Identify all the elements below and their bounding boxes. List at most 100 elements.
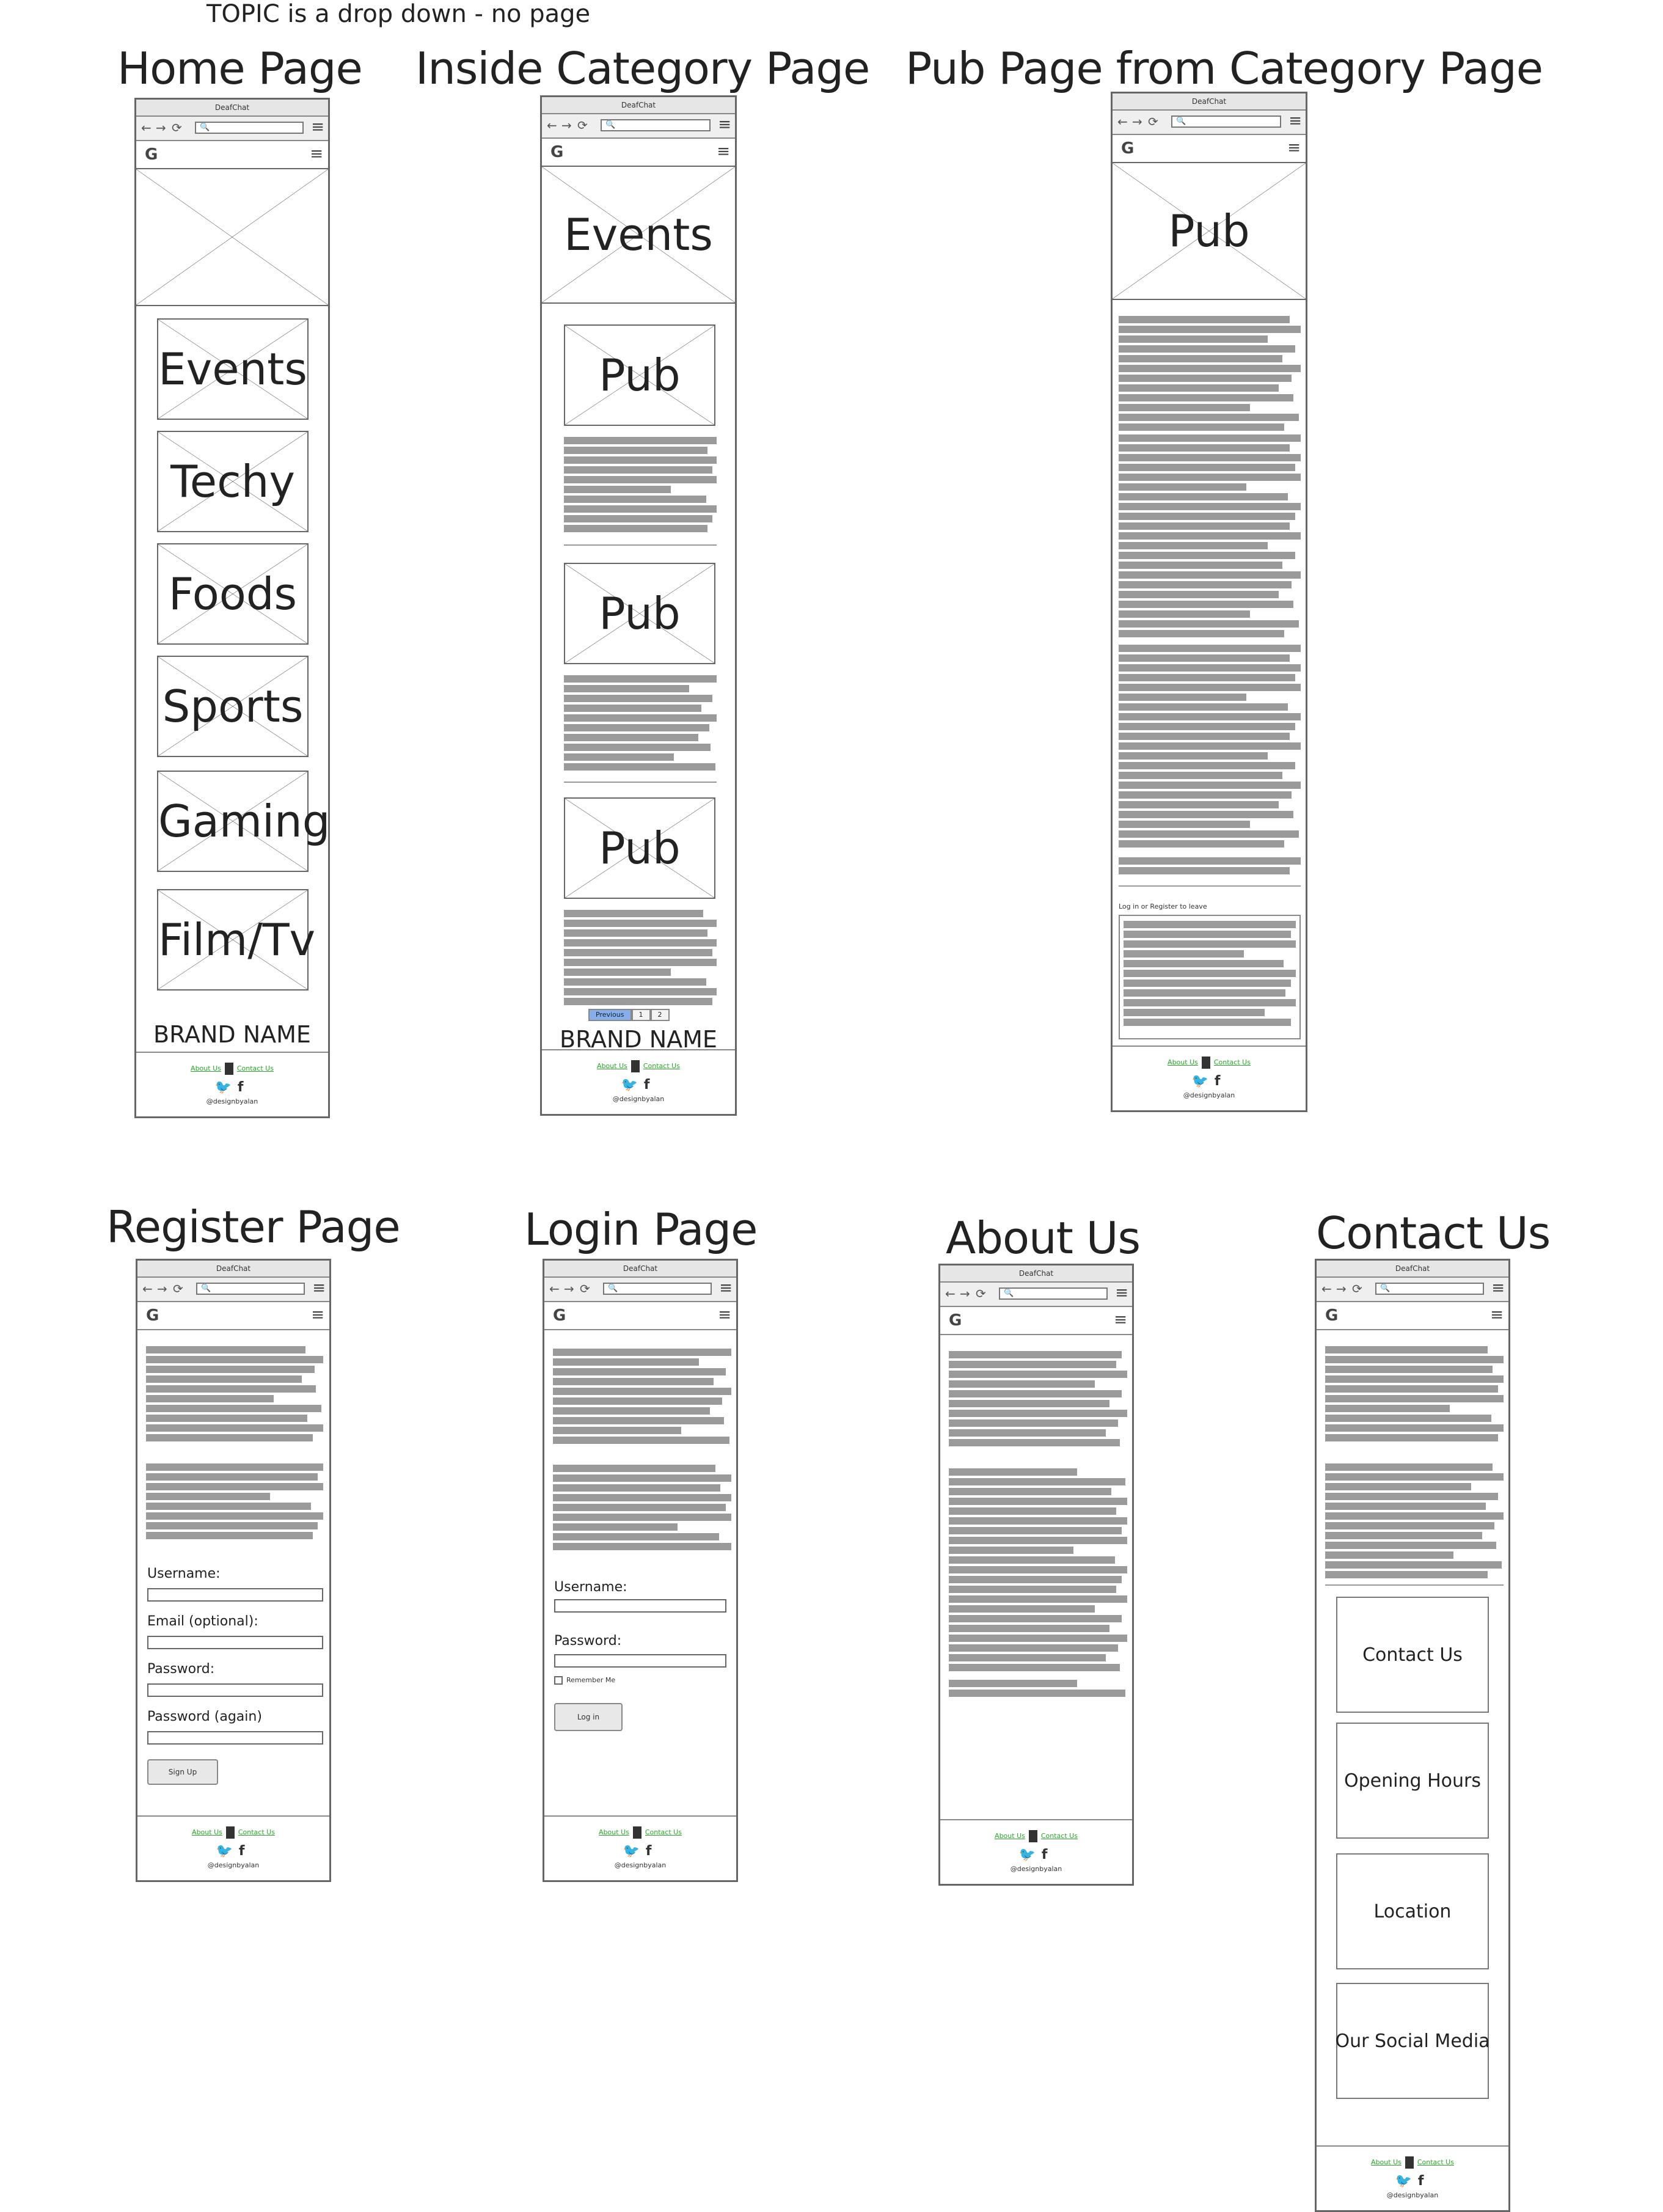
back-arrow-icon[interactable]: ← [547, 118, 557, 133]
username-input[interactable] [147, 1588, 323, 1602]
password-input[interactable] [147, 1683, 323, 1697]
reload-icon[interactable]: ⟳ [580, 1281, 590, 1296]
contact-us-link[interactable]: Contact Us [1040, 1832, 1078, 1840]
twitter-icon[interactable]: 🐦 [623, 1844, 646, 1859]
hamburger-menu-icon[interactable]: ≡ [717, 142, 730, 161]
back-arrow-icon[interactable]: ← [142, 1281, 153, 1296]
address-bar[interactable]: 🔍 [603, 1283, 712, 1295]
back-arrow-icon[interactable]: ← [549, 1281, 560, 1296]
comment-box[interactable] [1119, 915, 1301, 1039]
password-again-input[interactable] [147, 1731, 323, 1745]
browser-menu-icon[interactable]: ≡ [1491, 1279, 1505, 1297]
address-bar[interactable]: 🔍 [196, 1283, 305, 1295]
contact-us-box[interactable]: Contact Us [1336, 1597, 1489, 1713]
contact-us-link[interactable]: Contact Us [238, 1828, 275, 1836]
facebook-icon[interactable]: f [1417, 2174, 1430, 2189]
hamburger-menu-icon[interactable]: ≡ [1490, 1306, 1504, 1324]
browser-menu-icon[interactable]: ≡ [1288, 112, 1302, 130]
password-input[interactable] [554, 1654, 726, 1668]
text-line-placeholder [1124, 940, 1296, 948]
about-us-link[interactable]: About Us [1168, 1058, 1198, 1066]
text-line-placeholder [1119, 474, 1301, 481]
username-input[interactable] [554, 1599, 726, 1613]
browser-menu-icon[interactable]: ≡ [311, 118, 324, 136]
category-tile-sports[interactable]: Sports [157, 656, 309, 757]
about-us-link[interactable]: About Us [1371, 2158, 1402, 2166]
contact-us-link[interactable]: Contact Us [236, 1064, 274, 1072]
pub-card[interactable]: Pub [564, 324, 715, 426]
remember-me-checkbox[interactable] [554, 1676, 563, 1685]
hamburger-menu-icon[interactable]: ≡ [311, 1306, 324, 1324]
category-tile-filmtv[interactable]: Film/Tv [157, 889, 315, 991]
forward-arrow-icon[interactable]: → [1336, 1281, 1347, 1296]
contact-us-link[interactable]: Contact Us [1417, 2158, 1454, 2166]
facebook-icon[interactable]: f [238, 1844, 251, 1859]
browser-menu-icon[interactable]: ≡ [1115, 1284, 1128, 1302]
reload-icon[interactable]: ⟳ [976, 1286, 986, 1301]
pub-card[interactable]: Pub [564, 797, 715, 899]
hamburger-menu-icon[interactable]: ≡ [310, 145, 323, 163]
twitter-icon[interactable]: 🐦 [1018, 1847, 1042, 1862]
facebook-icon[interactable]: f [237, 1080, 250, 1095]
reload-icon[interactable]: ⟳ [172, 120, 182, 135]
pager-previous[interactable]: Previous [588, 1009, 632, 1021]
reload-icon[interactable]: ⟳ [173, 1281, 183, 1296]
browser-menu-icon[interactable]: ≡ [312, 1279, 326, 1297]
text-line-placeholder [1119, 703, 1288, 711]
sign-up-button[interactable]: Sign Up [147, 1759, 218, 1785]
pager-page-2[interactable]: 2 [650, 1009, 670, 1021]
category-tile-techy[interactable]: Techy [157, 431, 309, 532]
twitter-icon[interactable]: 🐦 [621, 1077, 644, 1093]
contact-us-link[interactable]: Contact Us [645, 1828, 682, 1836]
email-input[interactable] [147, 1636, 323, 1649]
forward-arrow-icon[interactable]: → [564, 1281, 574, 1296]
address-bar[interactable]: 🔍 [999, 1287, 1108, 1300]
about-us-link[interactable]: About Us [191, 1064, 221, 1072]
facebook-icon[interactable]: f [1041, 1847, 1054, 1862]
address-bar[interactable]: 🔍 [1375, 1283, 1484, 1295]
hamburger-menu-icon[interactable]: ≡ [1114, 1311, 1127, 1329]
browser-menu-icon[interactable]: ≡ [719, 1279, 733, 1297]
contact-us-link[interactable]: Contact Us [1213, 1058, 1251, 1066]
text-line-placeholder [1119, 552, 1296, 559]
forward-arrow-icon[interactable]: → [156, 120, 166, 135]
address-bar[interactable]: 🔍 [1171, 115, 1281, 128]
twitter-icon[interactable]: 🐦 [214, 1080, 238, 1095]
category-tile-events[interactable]: Events [157, 318, 309, 420]
about-us-link[interactable]: About Us [599, 1828, 629, 1836]
social-media-box[interactable]: Our Social Media [1335, 1983, 1490, 2099]
log-in-button[interactable]: Log in [554, 1703, 623, 1731]
back-arrow-icon[interactable]: ← [945, 1286, 956, 1301]
reload-icon[interactable]: ⟳ [1148, 114, 1158, 129]
forward-arrow-icon[interactable]: → [960, 1286, 970, 1301]
forward-arrow-icon[interactable]: → [1132, 114, 1142, 129]
pub-card[interactable]: Pub [564, 563, 715, 664]
facebook-icon[interactable]: f [645, 1844, 658, 1859]
category-tile-gaming[interactable]: Gaming [157, 771, 328, 872]
category-tile-foods[interactable]: Foods [157, 543, 309, 645]
about-us-link[interactable]: About Us [597, 1062, 627, 1070]
address-bar[interactable]: 🔍 [195, 122, 304, 134]
contact-us-link[interactable]: Contact Us [643, 1062, 680, 1070]
opening-hours-box[interactable]: Opening Hours [1336, 1723, 1489, 1839]
about-us-link[interactable]: About Us [192, 1828, 222, 1836]
reload-icon[interactable]: ⟳ [1352, 1281, 1362, 1296]
hamburger-menu-icon[interactable]: ≡ [1287, 139, 1301, 157]
back-arrow-icon[interactable]: ← [141, 120, 152, 135]
location-box[interactable]: Location [1336, 1853, 1489, 1969]
pager-page-1[interactable]: 1 [631, 1009, 651, 1021]
browser-menu-icon[interactable]: ≡ [718, 115, 731, 134]
twitter-icon[interactable]: 🐦 [1395, 2174, 1418, 2189]
hamburger-menu-icon[interactable]: ≡ [718, 1306, 731, 1324]
forward-arrow-icon[interactable]: → [561, 118, 572, 133]
reload-icon[interactable]: ⟳ [577, 118, 588, 133]
twitter-icon[interactable]: 🐦 [1191, 1074, 1215, 1089]
about-us-link[interactable]: About Us [995, 1832, 1025, 1840]
facebook-icon[interactable]: f [643, 1077, 656, 1093]
back-arrow-icon[interactable]: ← [1321, 1281, 1332, 1296]
forward-arrow-icon[interactable]: → [157, 1281, 167, 1296]
twitter-icon[interactable]: 🐦 [216, 1844, 239, 1859]
address-bar[interactable]: 🔍 [601, 119, 711, 131]
facebook-icon[interactable]: f [1214, 1074, 1227, 1089]
back-arrow-icon[interactable]: ← [1117, 114, 1128, 129]
